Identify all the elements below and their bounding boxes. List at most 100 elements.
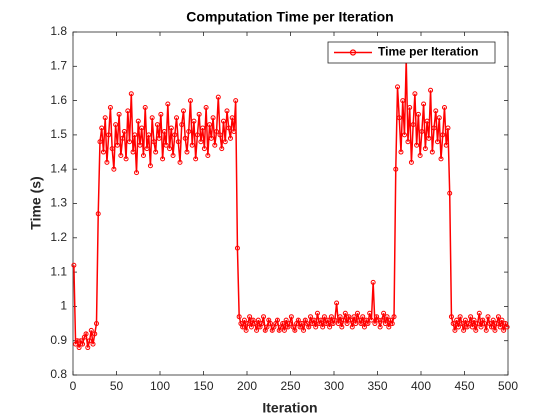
data-point <box>100 149 106 155</box>
y-tick-label: 1.1 <box>50 264 67 278</box>
data-point <box>462 317 468 323</box>
data-point <box>414 142 420 148</box>
data-point <box>482 321 488 327</box>
data-point <box>341 317 347 323</box>
data-point <box>163 142 169 148</box>
data-point <box>165 101 171 107</box>
data-point <box>454 317 460 323</box>
x-tick-label: 50 <box>110 379 124 393</box>
data-point <box>172 132 178 138</box>
data-point <box>160 156 166 162</box>
data-point <box>494 321 500 327</box>
x-tick-label: 450 <box>454 379 474 393</box>
data-point <box>377 324 383 330</box>
data-point <box>421 101 427 107</box>
data-point <box>283 317 289 323</box>
data-point <box>459 321 465 327</box>
data-point <box>186 128 192 134</box>
data-point <box>187 98 193 104</box>
data-point <box>379 317 385 323</box>
data-point <box>433 108 439 114</box>
data-point <box>102 115 108 121</box>
data-point <box>236 314 242 320</box>
data-point <box>428 87 434 93</box>
data-point <box>243 327 249 333</box>
x-tick-label: 150 <box>193 379 213 393</box>
data-point <box>104 159 110 165</box>
data-point <box>90 341 96 347</box>
data-point <box>450 321 456 327</box>
data-point <box>156 135 162 141</box>
data-point <box>445 125 451 131</box>
data-point <box>153 149 159 155</box>
data-point <box>99 125 105 131</box>
legend-marker <box>349 49 357 56</box>
data-point <box>419 128 425 134</box>
data-point <box>194 132 200 138</box>
data-point <box>292 327 298 333</box>
y-tick-label: 1.5 <box>50 127 67 141</box>
data-point <box>233 98 239 104</box>
data-point <box>400 98 406 104</box>
data-point <box>313 324 319 330</box>
data-point <box>267 321 273 327</box>
data-point <box>76 345 82 351</box>
data-point <box>384 314 390 320</box>
data-point <box>408 159 414 165</box>
data-point <box>435 139 441 145</box>
data-point <box>358 321 364 327</box>
data-point <box>339 324 345 330</box>
legend-box <box>327 41 496 64</box>
data-point <box>389 321 395 327</box>
data-point <box>93 321 99 327</box>
data-point <box>177 159 183 165</box>
x-axis-label: Iteration <box>262 400 317 416</box>
data-point <box>191 118 197 124</box>
data-point <box>154 122 160 128</box>
data-point <box>452 327 458 333</box>
data-point <box>417 152 423 158</box>
y-tick-label: 0.8 <box>50 367 67 381</box>
data-point <box>471 317 477 323</box>
data-point <box>229 115 235 121</box>
data-point <box>109 146 115 152</box>
data-point <box>395 84 401 90</box>
data-point <box>222 139 228 145</box>
data-point <box>92 331 98 337</box>
data-point <box>497 324 503 330</box>
data-point <box>348 317 354 323</box>
data-point <box>476 310 482 316</box>
data-point <box>227 135 233 141</box>
data-point <box>274 317 280 323</box>
data-point <box>83 331 89 337</box>
data-point <box>492 327 498 333</box>
data-point <box>198 139 204 145</box>
data-point <box>386 324 392 330</box>
data-point <box>314 310 320 316</box>
data-point <box>74 338 80 344</box>
data-point <box>208 135 214 141</box>
data-point <box>207 122 213 128</box>
data-point <box>205 152 211 158</box>
data-point <box>501 327 507 333</box>
y-tick-label: 1.6 <box>50 93 67 107</box>
data-point <box>219 146 225 152</box>
x-tick-label: 0 <box>70 379 77 393</box>
data-point <box>328 314 334 320</box>
data-point <box>381 310 387 316</box>
y-axis-label: Time (s) <box>28 176 44 229</box>
data-point <box>264 324 270 330</box>
data-point <box>170 152 176 158</box>
data-point <box>504 324 510 330</box>
data-point <box>224 108 230 114</box>
data-point <box>308 314 314 320</box>
data-point <box>139 125 145 131</box>
data-point <box>217 132 223 138</box>
y-tick-label: 1.3 <box>50 196 67 210</box>
data-point <box>344 321 350 327</box>
data-point <box>426 135 432 141</box>
data-point <box>393 166 399 172</box>
data-point <box>490 317 496 323</box>
data-point <box>370 279 376 285</box>
